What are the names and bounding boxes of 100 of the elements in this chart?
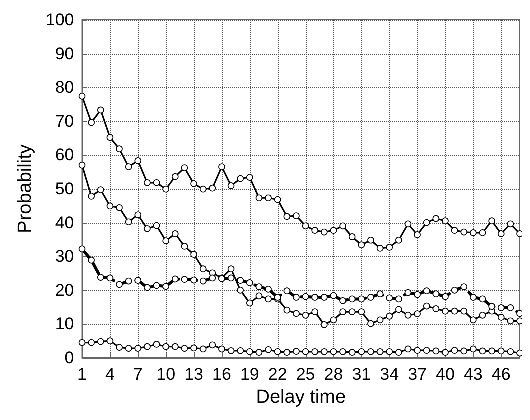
point [479, 348, 486, 355]
y-tick-label: 30 [55, 247, 74, 266]
point [302, 348, 310, 356]
point [88, 339, 95, 346]
point [404, 220, 412, 228]
point [498, 304, 505, 312]
point [330, 348, 338, 356]
point [209, 184, 216, 192]
point [181, 276, 188, 283]
point [470, 316, 477, 324]
point [460, 308, 468, 315]
point [228, 348, 235, 354]
x-tick-label: 22 [268, 365, 288, 384]
point [172, 173, 179, 180]
point [396, 296, 402, 303]
point [162, 186, 170, 193]
point [256, 284, 263, 290]
point [340, 348, 346, 356]
point [376, 290, 384, 298]
point [78, 246, 86, 253]
point [404, 289, 412, 296]
point [106, 134, 114, 142]
point [432, 306, 440, 312]
point [144, 343, 151, 350]
point [470, 230, 477, 236]
point [246, 300, 254, 307]
point [125, 164, 132, 170]
point [237, 348, 244, 354]
point [246, 280, 254, 286]
point [116, 281, 123, 288]
point [172, 276, 179, 283]
point [460, 348, 468, 355]
point [78, 339, 86, 346]
x-tick-label: 16 [212, 365, 232, 384]
point [172, 230, 179, 238]
point [97, 274, 104, 281]
point [181, 164, 188, 172]
point [237, 277, 244, 284]
point [312, 294, 318, 301]
point [265, 286, 272, 293]
point [432, 348, 440, 355]
point [460, 228, 468, 236]
point [88, 119, 95, 126]
point [340, 222, 346, 230]
point [190, 344, 198, 352]
point [125, 278, 132, 285]
point [358, 308, 366, 316]
point [246, 348, 254, 356]
point [423, 347, 430, 354]
x-tick-label: 13 [184, 365, 204, 384]
point [404, 312, 412, 319]
point [116, 344, 123, 351]
point [172, 343, 179, 350]
point [284, 349, 291, 356]
x-tick-label: 25 [296, 365, 316, 384]
point [442, 293, 449, 300]
point [218, 164, 226, 170]
y-tick-label: 50 [55, 180, 74, 198]
point [302, 222, 310, 230]
point [507, 220, 514, 228]
point [507, 318, 514, 325]
point [88, 256, 95, 264]
point [209, 274, 216, 282]
point [144, 180, 151, 186]
y-tick-label: 100 [46, 10, 74, 30]
y-tick-label: 10 [55, 314, 74, 334]
point [358, 242, 366, 249]
point [507, 348, 514, 356]
y-tick-label: 20 [55, 280, 74, 300]
point [200, 346, 207, 353]
point [162, 343, 170, 350]
point [265, 194, 272, 202]
point [153, 180, 160, 186]
point [181, 345, 188, 352]
point [376, 348, 384, 356]
point [116, 204, 123, 212]
point [479, 230, 486, 236]
point [488, 348, 496, 355]
point [153, 222, 160, 230]
x-tick-label: 4 [105, 365, 115, 384]
point [460, 284, 468, 290]
x-tick-label: 19 [240, 365, 260, 384]
point [312, 348, 318, 356]
point [293, 310, 300, 318]
point [134, 277, 142, 284]
x-tick-label: 31 [352, 365, 372, 384]
point [106, 202, 114, 210]
point [442, 349, 449, 356]
point [348, 296, 356, 303]
point [488, 218, 496, 225]
y-tick-label: 80 [55, 78, 74, 98]
point [312, 227, 318, 234]
point [228, 274, 235, 282]
point [293, 212, 300, 220]
point [97, 338, 104, 346]
point [348, 349, 356, 356]
x-tick-label: 40 [436, 365, 455, 384]
point [368, 348, 374, 356]
point [237, 175, 244, 182]
point [209, 342, 216, 349]
